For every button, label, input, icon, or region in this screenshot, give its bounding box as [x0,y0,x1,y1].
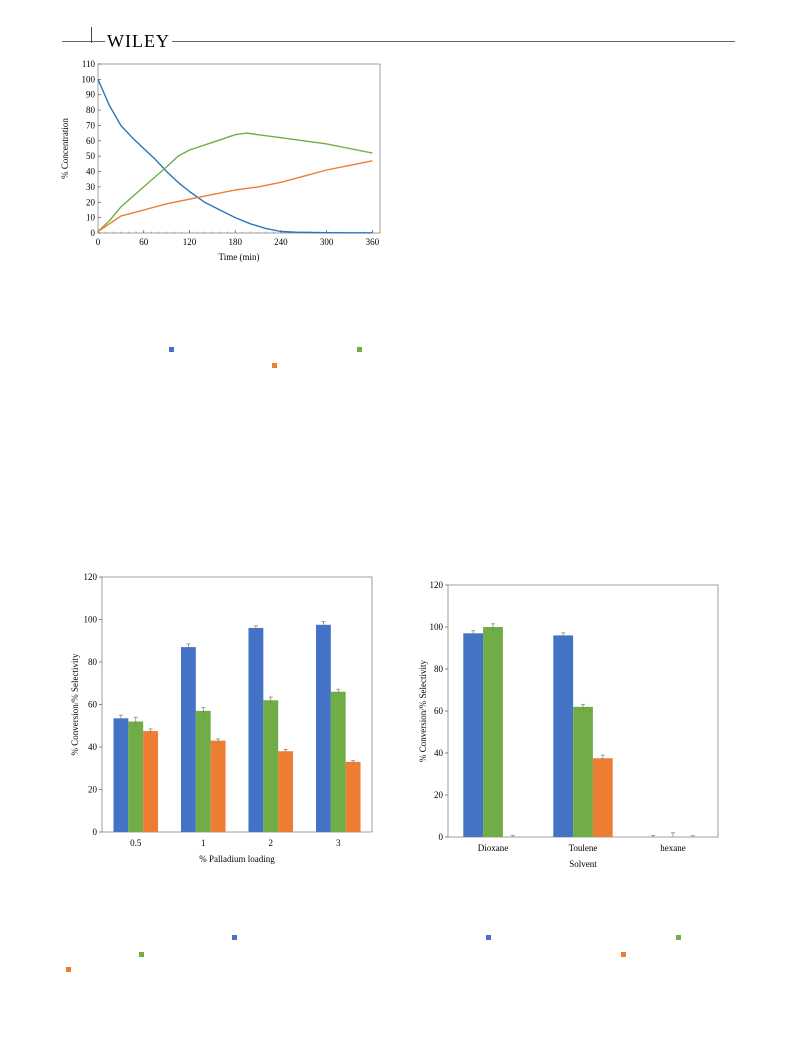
category-label: 1 [201,838,206,848]
y-tick-label: 0 [93,827,98,837]
y-tick-label: 0 [91,228,96,238]
bar-2 [128,721,144,832]
y-tick-label: 90 [86,90,96,100]
bar-1 [113,718,129,832]
y-tick-label: 40 [86,167,96,177]
series-line-2 [97,132,373,233]
bar-2 [330,691,346,832]
bar-2 [195,710,211,832]
y-tick-label: 60 [434,706,444,716]
y-tick-label: 0 [439,832,444,842]
x-tick-label: 180 [228,237,242,247]
y-tick-label: 10 [86,213,96,223]
y-tick-label: 40 [434,748,444,758]
y-tick-label: 80 [88,657,98,667]
y-tick-label: 20 [434,790,444,800]
bar-chart-solvent: 0 20 40 60 80 100 120 Dioxane Toulene hexane Solve… [418,580,719,869]
legend-marker-green [676,935,681,940]
category-label: 2 [269,838,274,848]
bar-1 [248,628,264,832]
category-label: hexane [660,843,685,853]
x-tick-label: 300 [320,237,334,247]
y-tick-label: 80 [434,664,444,674]
publisher-logo: WILEY [105,31,172,51]
y-tick-label: 100 [82,74,96,84]
y-tick-label: 100 [84,615,98,625]
header-tick [91,27,92,43]
y-tick-label: 110 [82,59,96,69]
bar-3 [143,731,159,832]
bar-3 [345,761,361,832]
bar-2 [263,700,279,832]
category-label: 0.5 [130,838,142,848]
bar-3 [592,758,613,837]
series-line-3 [97,160,373,233]
x-tick-label: 240 [274,237,288,247]
y-tick-label: 100 [430,622,444,632]
category-label: Toulene [569,843,598,853]
bar-1 [463,633,484,837]
legend-marker-blue [486,935,491,940]
legend-marker-orange [66,967,71,972]
x-tick-label: 120 [183,237,197,247]
legend-marker-orange [621,952,626,957]
bar-chart-palladium-loading: 0 20 40 60 80 100 120 0.5 1 2 3 % Palladium loading… [70,572,373,864]
bar-1 [315,624,331,832]
y-tick-label: 120 [430,580,444,590]
y-tick-label: 50 [86,151,96,161]
y-tick-label: 60 [88,700,98,710]
y-tick-label: 30 [86,182,96,192]
plot-frame [97,63,381,234]
y-tick-label: 70 [86,120,96,130]
series-line-1 [97,79,373,234]
line-chart-concentration: 0 10 20 30 40 50 60 70 80 90 100 110 0 60 120 180 240 300… [60,59,381,262]
x-axis-label: Time (min) [219,252,260,262]
bar-2 [573,706,593,837]
bar-2 [483,627,503,837]
bar-1 [553,635,574,837]
y-tick-label: 40 [88,742,98,752]
x-tick-label: 360 [366,237,380,247]
y-tick-label: 80 [86,105,96,115]
legend-marker-green [357,347,362,352]
x-axis-label: Solvent [569,859,597,869]
category-label: Dioxane [478,843,509,853]
header-rule [62,41,735,42]
category-label: 3 [336,838,341,848]
y-axis-label: % Conversion/% Selectivity [418,660,428,762]
legend-marker-blue [232,935,237,940]
legend-marker-green [139,952,144,957]
y-axis-label: % Concentration [60,118,70,179]
x-tick-label: 0 [96,237,101,247]
y-tick-label: 20 [86,197,96,207]
y-tick-label: 20 [88,785,98,795]
y-axis-label: % Conversion/% Selectivity [70,653,80,755]
legend-marker-blue [169,347,174,352]
bar-1 [180,647,196,832]
y-tick-label: 120 [84,572,98,582]
bar-3 [210,740,226,832]
x-axis-label: % Palladium loading [199,854,275,864]
legend-marker-orange [272,363,277,368]
x-tick-label: 60 [139,237,149,247]
y-tick-label: 60 [86,136,96,146]
bar-3 [278,751,294,832]
